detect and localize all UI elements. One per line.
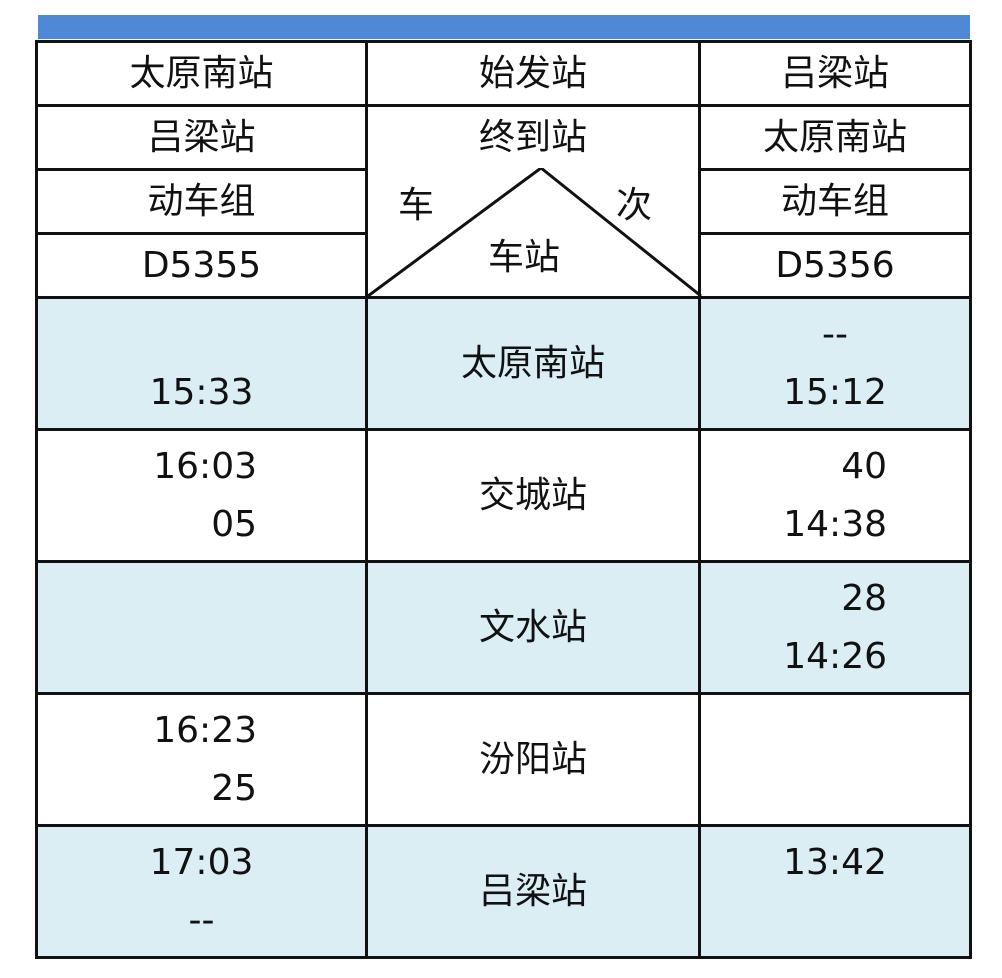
row-0-station-cell: 太原南站 [365,296,701,431]
left-destination: 吕梁站 [147,116,256,158]
corner-cell: 车 次 车站 [365,168,702,299]
row-4-left-cell: 17:03 -- [35,824,368,959]
left-time-line2: 15:33 [149,372,254,413]
right-time-line1: 28 [841,578,887,619]
right-time-line2: 15:12 [783,372,887,413]
row-1-station-cell: 交城站 [365,428,701,563]
left-destination-cell: 吕梁站 [35,104,368,171]
row-1-right-cell: 40 14:38 [698,428,972,563]
right-destination: 太原南站 [762,116,907,158]
row-0-left-cell: 15:33 [35,296,368,431]
corner-number: 次 [616,185,653,226]
right-time-line1: 13:42 [783,842,887,883]
row-4-right-cell: 13:42 [698,824,972,959]
left-train-no-cell: D5355 [35,232,368,299]
right-destination-cell: 太原南站 [698,104,972,171]
corner-triangle [368,168,702,298]
right-origin: 吕梁站 [780,52,889,94]
left-time-line2: 25 [211,768,257,809]
header-bar [38,15,970,39]
station-name: 交城站 [478,474,587,516]
destination-label-cell: 终到站 [365,104,701,171]
station-name: 汾阳站 [478,738,587,780]
origin-label-cell: 始发站 [365,40,701,107]
left-time-line2: 05 [211,504,257,545]
station-name: 文水站 [478,606,587,648]
left-type: 动车组 [147,180,256,222]
origin-label: 始发站 [478,52,587,94]
row-0-right-cell: -- 15:12 [698,296,972,431]
row-3-left-cell: 16:23 25 [35,692,368,827]
right-time-line1: -- [822,314,848,355]
left-time-line1: 16:03 [153,446,257,487]
right-time-line2: 14:38 [783,504,887,545]
row-3-station-cell: 汾阳站 [365,692,701,827]
destination-label: 终到站 [478,116,587,158]
left-train-no: D5355 [141,244,262,286]
left-time-line1: 16:23 [153,710,257,751]
right-origin-cell: 吕梁站 [698,40,972,107]
corner-train: 车 [398,185,435,226]
station-name: 太原南站 [460,342,605,384]
row-2-left-cell [35,560,368,695]
left-time-line2: -- [188,900,215,941]
row-4-station-cell: 吕梁站 [365,824,701,959]
right-time-line1: 40 [841,446,887,487]
right-time-line2: 14:26 [783,636,887,677]
right-train-no-cell: D5356 [698,232,972,299]
right-type-cell: 动车组 [698,168,972,235]
row-2-right-cell: 28 14:26 [698,560,972,695]
left-origin: 太原南站 [129,52,274,94]
corner-station: 车站 [488,237,561,278]
row-1-left-cell: 16:03 05 [35,428,368,563]
left-time-line1: 17:03 [149,842,254,883]
right-train-no: D5356 [775,244,895,286]
row-3-right-cell [698,692,972,827]
station-name: 吕梁站 [478,870,587,912]
left-type-cell: 动车组 [35,168,368,235]
right-type: 动车组 [780,180,889,222]
row-2-station-cell: 文水站 [365,560,701,695]
left-origin-cell: 太原南站 [35,40,368,107]
